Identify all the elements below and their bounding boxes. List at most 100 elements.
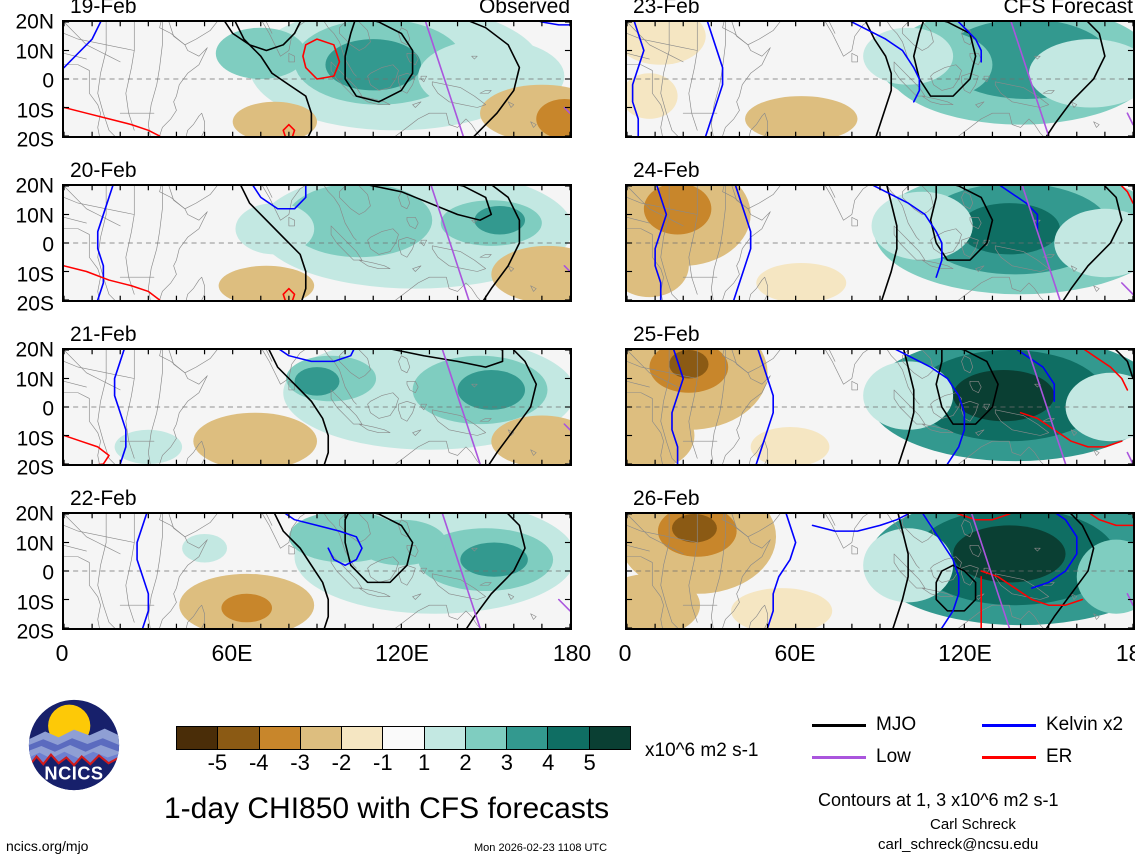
map-svg — [64, 514, 570, 628]
colorbar-swatch — [548, 727, 590, 749]
colorbar-tick-label: 3 — [500, 750, 514, 775]
map-plot-area — [62, 512, 572, 630]
panel-date-label: 20-Feb — [70, 159, 137, 182]
author-name: Carl Schreck — [930, 816, 1016, 833]
axis-ticks — [627, 22, 1133, 136]
y-tick-label: 0 — [42, 233, 54, 257]
panel-21-feb: 21-Feb — [62, 324, 572, 466]
contour-legend: MJO Kelvin x2 Low ER — [812, 714, 1132, 780]
legend-line-swatch — [982, 755, 1036, 759]
colorbar-tick-labels: -5 -4 -3 -2 -1 1 2 3 4 5 — [176, 750, 631, 778]
y-tick-label: 20S — [16, 456, 54, 480]
panel-header: 25-Feb — [625, 323, 1135, 348]
colorbar-tick-label: -5 — [207, 750, 228, 775]
map-svg — [627, 186, 1133, 300]
axis-ticks — [64, 22, 570, 136]
map-svg — [627, 350, 1133, 464]
y-tick-label: 20N — [15, 338, 54, 362]
colorbar-swatch — [383, 727, 425, 749]
x-tick-label: 60E — [774, 640, 816, 666]
colorbar-units-label: x10^6 m2 s-1 — [645, 740, 759, 761]
wave-contours — [631, 22, 1133, 136]
panel-22-feb: 22-Feb — [62, 488, 572, 630]
panel-25-feb: 25-Feb — [625, 323, 1135, 466]
panel-date-label: 19-Feb — [70, 0, 137, 18]
anomaly-shading — [218, 186, 570, 300]
colorbar-swatch — [465, 727, 508, 749]
anomaly-shading — [215, 22, 570, 136]
y-tick-label: 0 — [42, 397, 54, 421]
panel-date-label: 23-Feb — [633, 0, 700, 18]
map-svg — [64, 350, 570, 464]
wave-contours — [671, 350, 1133, 464]
y-axis-labels: 20N 10N 0 10S 20S — [0, 12, 58, 151]
legend-label: Low — [876, 746, 911, 767]
panel-header: 23-Feb CFS Forecast — [625, 0, 1135, 20]
legend-label: Kelvin x2 — [1046, 714, 1124, 735]
panel-header: 21-Feb — [62, 324, 572, 348]
map-plot-area — [625, 184, 1135, 302]
map-plot-area — [625, 20, 1135, 138]
colorbar-swatch — [300, 727, 343, 749]
y-tick-label: 10N — [15, 532, 54, 555]
colorbar-tick-label: 4 — [542, 750, 555, 775]
map-plot-area — [625, 512, 1135, 630]
colorbar-tick-label: -2 — [331, 750, 352, 775]
y-tick-label: 20S — [16, 128, 54, 152]
site-url-link[interactable]: ncics.org/mjo — [6, 838, 89, 854]
y-axis-labels: 20N 10N 0 10S 20S — [0, 504, 58, 643]
y-tick-label: 20S — [16, 620, 54, 644]
colorbar-swatch — [342, 727, 384, 749]
anomaly-shading — [114, 350, 570, 464]
legend-line-swatch — [982, 723, 1036, 727]
map-plot-area — [62, 20, 572, 138]
panel-date-label: 25-Feb — [633, 323, 700, 346]
ncics-logo: NCICS — [26, 697, 122, 793]
panel-20-feb: 20-Feb — [62, 159, 572, 302]
coastlines — [64, 22, 537, 136]
colorbar-swatch — [424, 727, 466, 749]
x-tick-label: 0 — [55, 640, 69, 666]
colorbar-tick-label: 2 — [459, 750, 472, 775]
y-tick-label: 20S — [16, 292, 54, 316]
coastlines — [627, 186, 1100, 300]
map-plot-area — [62, 348, 572, 466]
y-tick-label: 20N — [15, 502, 54, 526]
y-tick-label: 10S — [16, 591, 54, 614]
colorbar-tick-label: 5 — [583, 750, 596, 775]
panel-header: 26-Feb — [625, 488, 1135, 512]
panel-header: 22-Feb — [62, 488, 572, 512]
x-tick-label: 60E — [211, 640, 253, 666]
svg-text:NCICS: NCICS — [44, 763, 103, 784]
legend-label: ER — [1046, 746, 1073, 767]
timestamp: Mon 2026-02-23 1108 UTC — [474, 842, 608, 854]
legend-label: MJO — [876, 714, 917, 735]
map-svg — [627, 22, 1133, 136]
y-tick-label: 0 — [42, 69, 54, 93]
y-tick-label: 20N — [15, 10, 54, 34]
legend-line-swatch — [812, 723, 866, 727]
map-svg — [64, 186, 570, 300]
map-svg — [627, 514, 1133, 628]
x-axis-labels-right: 0 60E 120E 180 — [619, 640, 1135, 670]
y-tick-label: 0 — [42, 561, 54, 585]
y-axis-labels: 20N 10N 0 10S 20S — [0, 176, 58, 315]
legend-item-low: Low — [812, 746, 911, 768]
axis-ticks — [64, 350, 570, 464]
axis-ticks — [64, 514, 570, 628]
coastlines — [627, 22, 1100, 136]
panel-kind-label: Observed — [478, 0, 570, 18]
colorbar-tick-label: -3 — [290, 750, 310, 775]
y-tick-label: 10N — [15, 204, 54, 227]
panel-header: 24-Feb — [625, 160, 1135, 184]
page-title: 1-day CHI850 with CFS forecasts — [164, 792, 610, 825]
panel-23-feb: 23-Feb CFS Forecast — [625, 0, 1135, 138]
y-tick-label: 10S — [16, 427, 54, 450]
wave-contours — [766, 514, 1133, 628]
colorbar-swatch — [177, 727, 219, 749]
coastlines — [64, 186, 537, 300]
map-plot-area — [625, 348, 1135, 466]
panel-19-feb: 19-Feb Observed — [62, 0, 572, 138]
wave-contours — [136, 514, 570, 628]
